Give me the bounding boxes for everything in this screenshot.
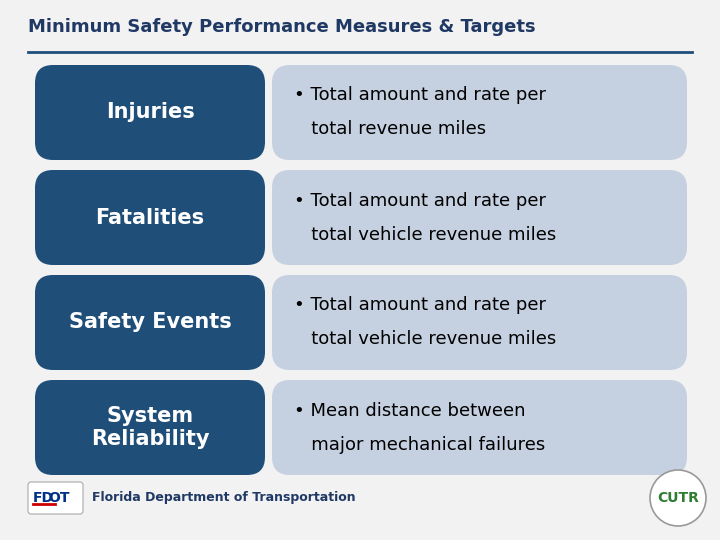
Text: Minimum Safety Performance Measures & Targets: Minimum Safety Performance Measures & Ta… — [28, 18, 536, 36]
FancyBboxPatch shape — [35, 65, 265, 160]
FancyBboxPatch shape — [272, 380, 687, 475]
Text: Injuries: Injuries — [106, 103, 194, 123]
Text: • Mean distance between: • Mean distance between — [294, 402, 526, 420]
Text: OT: OT — [48, 491, 70, 505]
Text: • Total amount and rate per: • Total amount and rate per — [294, 192, 546, 210]
Text: CUTR: CUTR — [657, 491, 699, 505]
Text: total vehicle revenue miles: total vehicle revenue miles — [294, 330, 557, 348]
Text: FD: FD — [33, 491, 54, 505]
Text: Safety Events: Safety Events — [68, 313, 231, 333]
FancyBboxPatch shape — [272, 65, 687, 160]
FancyBboxPatch shape — [35, 170, 265, 265]
Text: System
Reliability: System Reliability — [91, 406, 210, 449]
FancyBboxPatch shape — [28, 482, 83, 514]
FancyBboxPatch shape — [272, 170, 687, 265]
Text: • Total amount and rate per: • Total amount and rate per — [294, 296, 546, 314]
Text: Fatalities: Fatalities — [96, 207, 204, 227]
Text: total revenue miles: total revenue miles — [294, 120, 486, 138]
Text: • Total amount and rate per: • Total amount and rate per — [294, 86, 546, 105]
FancyBboxPatch shape — [272, 275, 687, 370]
Text: total vehicle revenue miles: total vehicle revenue miles — [294, 226, 557, 244]
Text: Florida Department of Transportation: Florida Department of Transportation — [92, 491, 356, 504]
Circle shape — [650, 470, 706, 526]
FancyBboxPatch shape — [35, 275, 265, 370]
FancyBboxPatch shape — [35, 380, 265, 475]
Text: major mechanical failures: major mechanical failures — [294, 435, 545, 454]
